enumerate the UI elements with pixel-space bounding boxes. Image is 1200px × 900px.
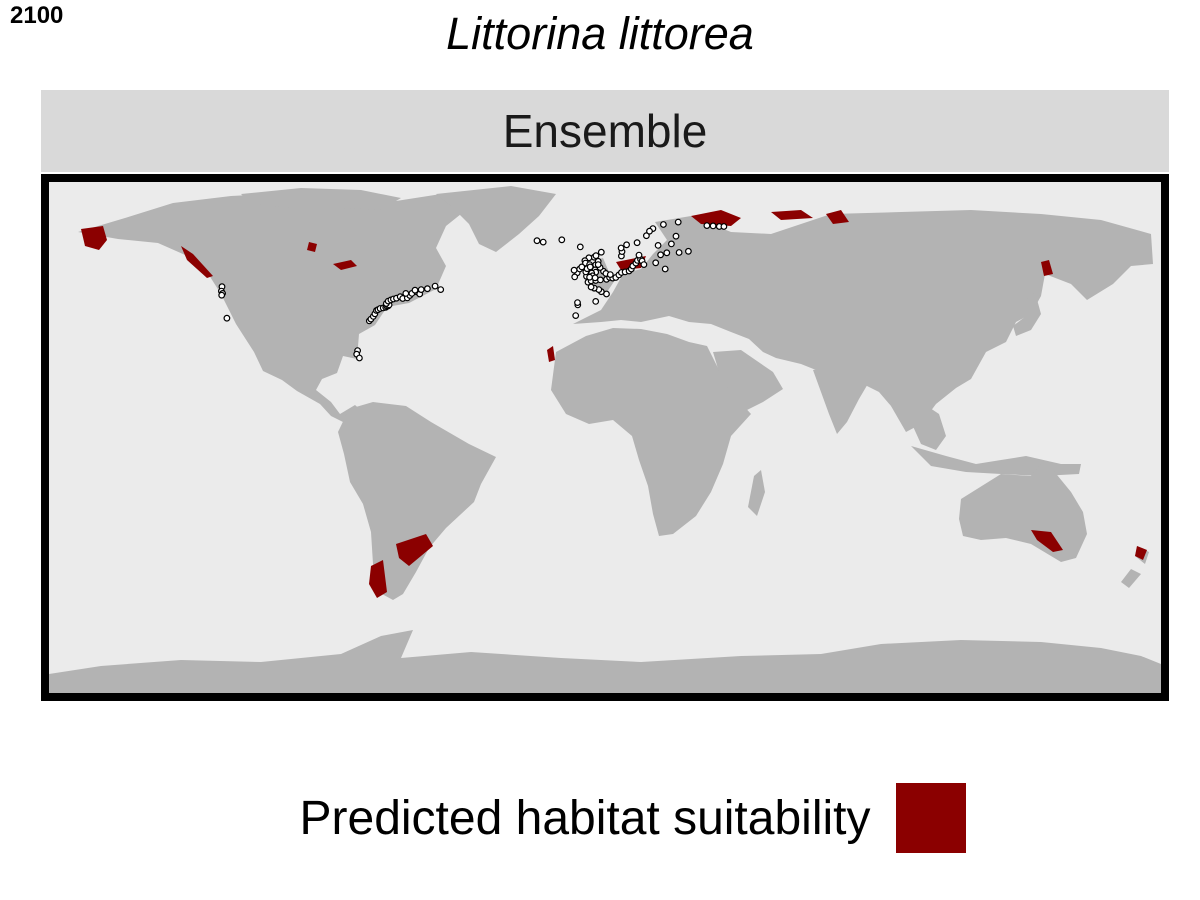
occurrence-point xyxy=(572,312,580,320)
occurrence-point xyxy=(657,251,664,259)
occurrence-point xyxy=(437,286,445,293)
occurrence-point xyxy=(592,297,600,305)
arctic-islands xyxy=(241,188,401,210)
suitability-alaska xyxy=(81,226,107,250)
arabia xyxy=(713,350,783,412)
occurrence-point xyxy=(660,221,667,228)
occurrence-point xyxy=(558,236,566,244)
occurrence-point xyxy=(586,273,593,281)
suitability-hudson xyxy=(307,242,317,252)
occurrence-point xyxy=(586,263,594,271)
europe xyxy=(573,210,1153,432)
suitability-kara xyxy=(771,210,813,220)
suitability-new-zealand xyxy=(1135,546,1147,560)
australia xyxy=(959,464,1087,562)
suitability-pacific-northwest xyxy=(181,246,213,278)
panel-strip: Ensemble xyxy=(41,90,1169,172)
occurrence-point xyxy=(431,282,439,290)
occurrence-point xyxy=(606,271,614,278)
occurrence-point xyxy=(570,266,578,274)
occurrence-point xyxy=(594,261,602,268)
occurrence-point xyxy=(411,286,419,294)
occurrence-point xyxy=(675,249,683,256)
antarctica xyxy=(49,630,1161,695)
occurrence-point xyxy=(685,247,692,255)
occurrence-point xyxy=(709,222,717,230)
occurrence-point xyxy=(218,291,226,299)
suitability-patagonia xyxy=(396,534,433,566)
occurrence-point xyxy=(587,283,595,291)
africa xyxy=(551,328,751,536)
occurrence-point xyxy=(592,252,600,260)
panel-label: Ensemble xyxy=(502,105,708,157)
suitability-barents xyxy=(691,210,741,226)
occurrence-point xyxy=(578,263,586,271)
india xyxy=(813,366,869,434)
south-america xyxy=(338,402,496,600)
north-america xyxy=(78,193,466,424)
legend-label: Predicted habitat suitability xyxy=(299,791,871,845)
suitability-spain xyxy=(547,346,555,362)
suitability-gulf-st-lawrence xyxy=(333,260,357,270)
map-title: Littorina littorea xyxy=(446,8,754,59)
occurrence-point xyxy=(633,239,641,247)
occurrence-point xyxy=(574,299,581,307)
occurrence-point xyxy=(672,232,680,240)
greenland xyxy=(436,186,556,252)
legend-swatch xyxy=(896,783,967,853)
legend: Predicted habitat suitability xyxy=(0,782,1200,854)
occurrence-point xyxy=(663,249,671,257)
land xyxy=(49,186,1161,695)
occurrence-point xyxy=(635,251,643,259)
occurrence-point xyxy=(539,238,547,246)
japan xyxy=(1013,292,1041,336)
occurrence-point xyxy=(720,223,728,230)
occurrence-points xyxy=(217,218,728,362)
occurrence-point xyxy=(617,244,625,252)
suitability-argentina xyxy=(369,560,387,598)
occurrence-point xyxy=(356,354,363,362)
map-panel xyxy=(41,174,1169,701)
panel-border xyxy=(41,174,1169,701)
occurrence-point xyxy=(424,285,431,293)
occurrence-point xyxy=(646,227,653,235)
occurrence-point xyxy=(703,222,711,229)
southeast-asia xyxy=(891,402,946,450)
madagascar xyxy=(748,470,765,516)
occurrence-point xyxy=(661,265,669,273)
occurrence-point xyxy=(668,240,675,248)
occurrence-point xyxy=(223,314,231,322)
occurrence-point xyxy=(533,237,541,245)
suitability-australia xyxy=(1031,530,1063,552)
occurrence-point xyxy=(571,273,579,281)
occurrence-point xyxy=(674,218,682,226)
suitability-siberia xyxy=(826,210,849,224)
occurrence-point xyxy=(591,274,599,282)
suitability-layer xyxy=(81,210,1147,598)
occurrence-point xyxy=(643,232,650,240)
world-map xyxy=(41,174,1169,701)
occurrence-point xyxy=(402,289,410,297)
occurrence-point xyxy=(576,243,584,251)
occurrence-point xyxy=(640,261,648,268)
occurrence-point xyxy=(652,259,660,267)
occurrence-point xyxy=(623,241,630,249)
occurrence-point xyxy=(417,286,425,293)
suitability-kamchatka xyxy=(1041,260,1053,276)
year-label: 2100 xyxy=(10,2,64,29)
occurrence-point xyxy=(654,241,662,249)
occurrence-point xyxy=(597,248,605,256)
